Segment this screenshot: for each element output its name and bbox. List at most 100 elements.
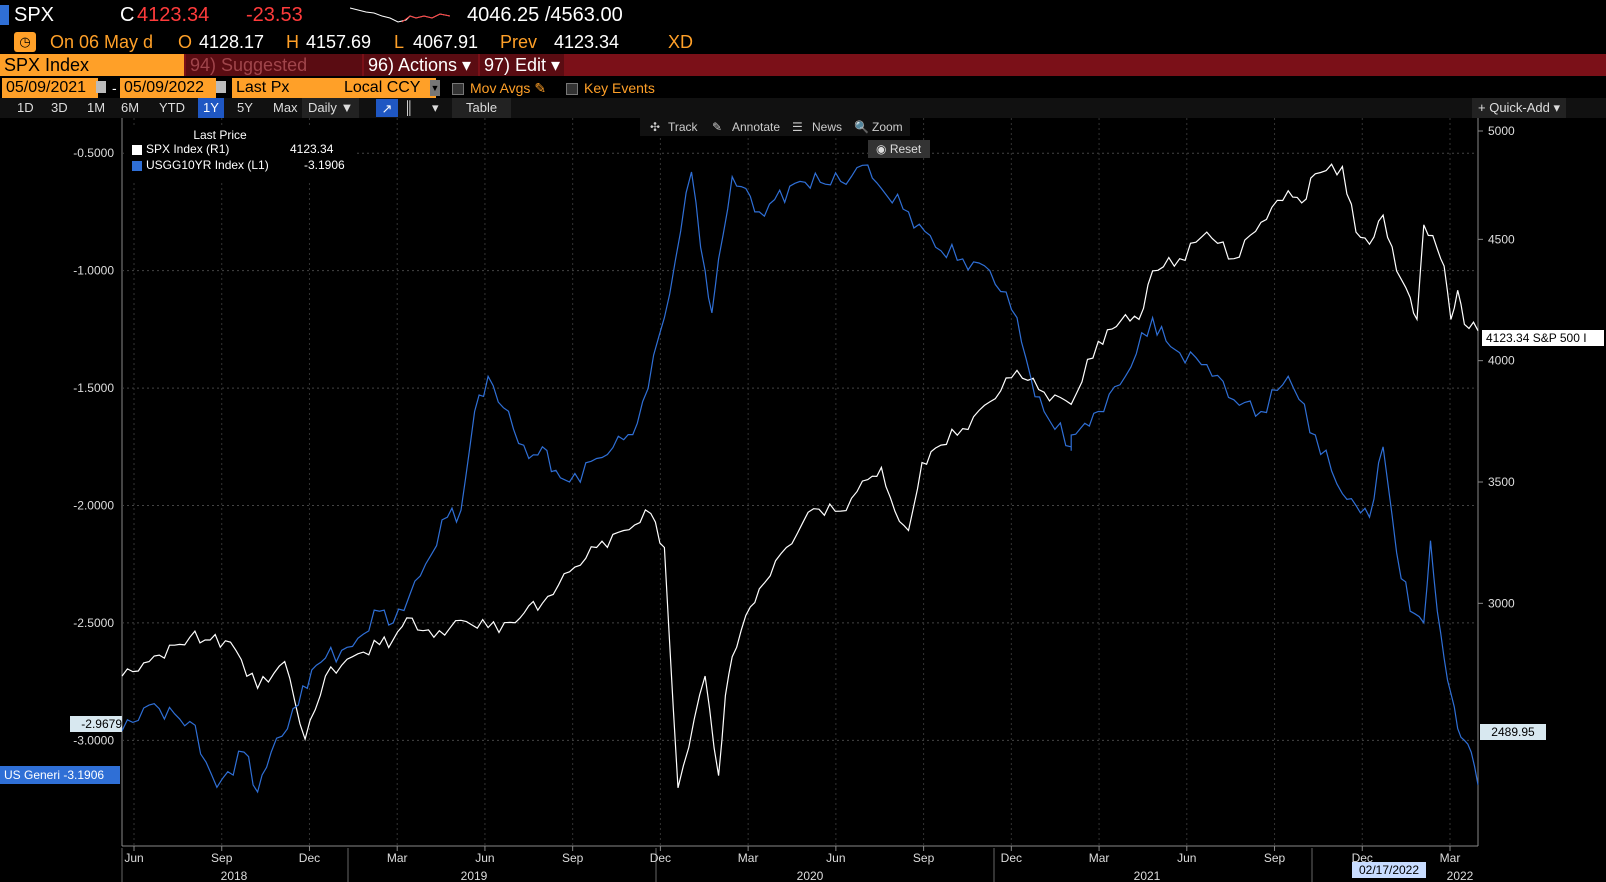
x-tick-label: Sep (1264, 851, 1286, 865)
xd-flag: XD (668, 32, 694, 52)
x-tick-label: Dec (650, 851, 671, 865)
period-button-3d[interactable]: 3D (51, 100, 68, 115)
key-events-label: Key Events (584, 80, 655, 96)
end-date-input[interactable]: 05/09/2022 (120, 78, 216, 98)
day-range: 4046.25 /4563.00 (467, 4, 623, 26)
x-tick-label: Dec (299, 851, 320, 865)
legend-swatch (132, 161, 142, 171)
calendar-icon[interactable] (216, 81, 226, 93)
x-tick-label: Jun (475, 851, 494, 865)
key-events-toggle[interactable]: Key Events (566, 78, 655, 98)
x-year-label: 2018 (221, 869, 248, 882)
period-button-max[interactable]: Max (273, 100, 298, 115)
price-change: -23.53 (246, 4, 303, 26)
period-button-ytd[interactable]: YTD (159, 100, 185, 115)
price-chart[interactable]: -0.5000 -1.0000 -1.5000 -2.0000 -2.5000 -3.00… (0, 118, 1606, 882)
line-chart-icon[interactable]: ↗ (376, 99, 398, 117)
prev-label: Prev (500, 32, 538, 52)
radio-icon: ◉ (876, 142, 887, 156)
pencil-icon[interactable]: ✎ (534, 80, 547, 96)
zoom-button[interactable]: Zoom (872, 120, 903, 134)
x-range-marker: 02/17/2022 (1352, 862, 1426, 878)
period-button-5y[interactable]: 5Y (237, 100, 253, 115)
gridlines (121, 118, 1483, 882)
edit-menu[interactable]: 97) Edit ▾ (480, 54, 564, 76)
controls-row: 05/09/2021 - 05/09/2022 Last Px Local CC… (0, 78, 1606, 98)
high-label: H (286, 32, 299, 52)
chevron-down-icon[interactable]: ▾ (432, 100, 439, 115)
checkbox-icon[interactable] (452, 83, 464, 96)
annotate-button[interactable]: Annotate (732, 120, 781, 134)
date-line: On 06 May d (50, 32, 154, 52)
right-tick-label: 3500 (1488, 475, 1515, 489)
mov-avgs-toggle[interactable]: Mov Avgs ✎ (452, 78, 546, 98)
suggested-charts-button[interactable]: 94) Suggested Charts (186, 54, 362, 97)
sparkline-icon (350, 7, 450, 23)
open-label: O (178, 32, 193, 52)
period-toolbar: 1D 3D 1M 6M YTD 1Y 5Y Max Daily ▼ ↗ ║ ▾ Table +… (0, 98, 1606, 118)
x-year-label: 2019 (461, 869, 488, 882)
series-lines (121, 163, 1479, 794)
x-year-label: 2022 (1447, 869, 1474, 882)
news-button[interactable]: News (812, 120, 843, 134)
clock-icon[interactable]: ◷ (14, 32, 36, 52)
calendar-icon[interactable] (96, 81, 106, 93)
right-marker-tag: 2489.95 (1480, 724, 1546, 740)
period-button-1m[interactable]: 1M (87, 100, 106, 115)
legend-value: 4123.34 (290, 142, 334, 156)
actions-menu[interactable]: 96) Actions ▾ (364, 54, 478, 76)
x-tick-label: Dec (1001, 851, 1022, 865)
x-tick-label: Jun (124, 851, 143, 865)
zoom-icon[interactable]: 🔍 (854, 120, 869, 134)
checkbox-icon[interactable] (566, 83, 578, 96)
left-tick-label: -2.0000 (73, 498, 114, 512)
period-button-1d[interactable]: 1D (17, 100, 34, 115)
table-button[interactable]: Table (452, 98, 512, 118)
close-prefix: C (120, 4, 135, 26)
usgg-last-tag: US Generi -3.1906 (0, 766, 120, 784)
bar-chart-icon[interactable]: ║ (404, 100, 414, 115)
frequency-select[interactable]: Daily ▼ (302, 98, 360, 118)
left-marker-tag: -2.9679 (70, 716, 122, 732)
news-icon[interactable]: ☰ (792, 120, 803, 134)
quick-add-button[interactable]: + Quick-Add ▾ (1472, 98, 1567, 118)
x-year-label: 2020 (797, 869, 824, 882)
mov-avgs-label: Mov Avgs (470, 80, 531, 96)
spx-last-tag: 4123.34 S&P 500 I (1482, 330, 1604, 346)
legend-item-spx[interactable]: SPX Index (R1) 4123.34 (124, 142, 356, 158)
track-icon[interactable]: ✣ (650, 120, 661, 134)
legend-label: USGG10YR Index (L1) (146, 158, 269, 172)
left-tick-label: -0.5000 (73, 146, 114, 160)
field-select[interactable]: Last Px (232, 78, 340, 98)
left-tick-label: -1.0000 (73, 264, 114, 278)
right-tick-label: 4000 (1488, 354, 1515, 368)
legend-item-usgg[interactable]: USGG10YR Index (L1) -3.1906 (124, 158, 356, 174)
axis-ticks: -0.5000 -1.0000 -1.5000 -2.0000 -2.5000 -3.00… (73, 124, 1515, 882)
period-button-6m[interactable]: 6M (121, 100, 140, 115)
reset-button[interactable]: ◉ Reset (868, 140, 930, 158)
menu-bar: SPX Index 94) Suggested Charts 96) Actio… (0, 54, 1606, 97)
chevron-down-icon[interactable]: ▼ (430, 80, 440, 96)
x-tick-label: Sep (913, 851, 935, 865)
left-tick-label: -2.5000 (73, 616, 114, 630)
date-dash: - (112, 80, 117, 96)
header-quote-row: SPX C 4123.34 -23.53 4046.25 /4563.00 (0, 0, 1606, 30)
track-button[interactable]: Track (668, 120, 698, 134)
period-button-1y[interactable]: 1Y (198, 98, 224, 118)
right-tick-label: 5000 (1488, 124, 1515, 138)
ticker[interactable]: SPX (14, 4, 55, 26)
x-tick-label: Mar (738, 851, 759, 865)
low-label: L (394, 32, 405, 52)
left-tick-label: -3.0000 (73, 733, 114, 747)
x-tick-label: Sep (562, 851, 584, 865)
currency-select[interactable]: Local CCY (340, 78, 436, 98)
start-date-input[interactable]: 05/09/2021 (2, 78, 98, 98)
security-field[interactable]: SPX Index (0, 54, 184, 76)
series-line-usgg (121, 164, 1479, 794)
security-marker (0, 5, 9, 25)
annotate-icon[interactable]: ✎ (712, 120, 723, 134)
series-line-spx (121, 163, 1479, 788)
x-tick-label: Mar (1440, 851, 1461, 865)
legend-title: Last Price (193, 128, 247, 142)
x-tick-label: Jun (1177, 851, 1196, 865)
